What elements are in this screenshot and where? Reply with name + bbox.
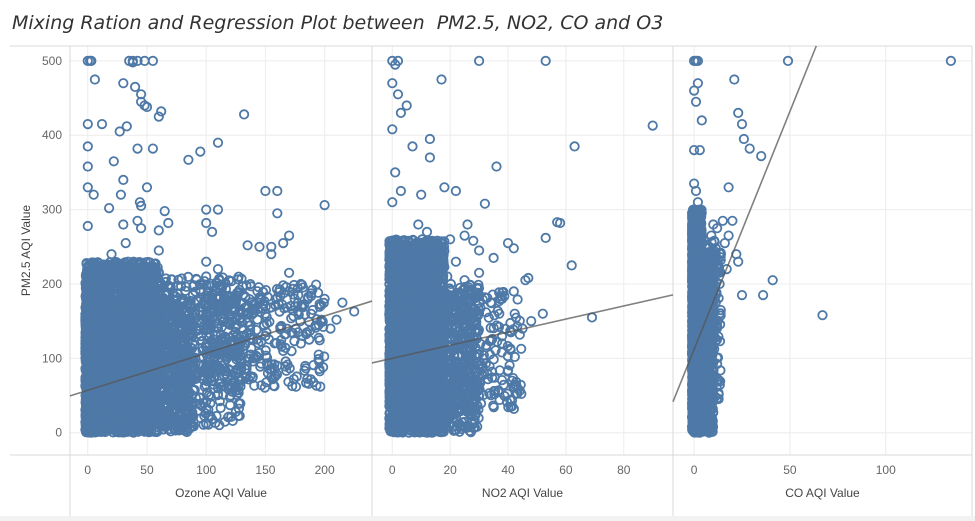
data-point [207, 226, 218, 237]
data-point [239, 109, 250, 120]
data-point [337, 297, 348, 308]
data-point [156, 106, 167, 117]
data-point [163, 217, 174, 229]
data-point [89, 74, 101, 85]
data-point [254, 241, 265, 252]
data-point [114, 126, 125, 137]
data-point [283, 230, 295, 241]
data-point [283, 267, 295, 278]
data-point [96, 119, 108, 130]
data-point [153, 225, 164, 236]
data-point [104, 203, 115, 214]
data-point [147, 143, 158, 154]
data-point [349, 306, 360, 317]
data-point [118, 174, 129, 185]
data-point [153, 111, 164, 122]
data-point [88, 189, 99, 200]
data-point [242, 240, 253, 251]
data-point [118, 219, 129, 230]
data-point [272, 185, 283, 197]
data-point [278, 238, 289, 249]
axes-layer [10, 45, 973, 516]
data-point [136, 223, 147, 234]
data-point [132, 143, 143, 154]
data-point [183, 154, 194, 165]
data-point [115, 189, 127, 200]
data-point [118, 78, 129, 89]
chart-title: Mixing Ration and Regression Plot betwee… [12, 12, 664, 34]
data-point [212, 137, 224, 148]
points-layer [80, 55, 957, 438]
data-point [331, 314, 342, 325]
panel-points-2 [384, 55, 658, 438]
panel-points-1 [80, 55, 360, 438]
data-point [120, 238, 131, 249]
data-point [195, 146, 206, 157]
data-point [108, 156, 119, 167]
data-point [159, 206, 170, 217]
data-point [130, 81, 141, 93]
data-point [272, 208, 283, 219]
data-point [153, 245, 164, 256]
data-point [212, 263, 224, 275]
data-point [106, 249, 117, 260]
